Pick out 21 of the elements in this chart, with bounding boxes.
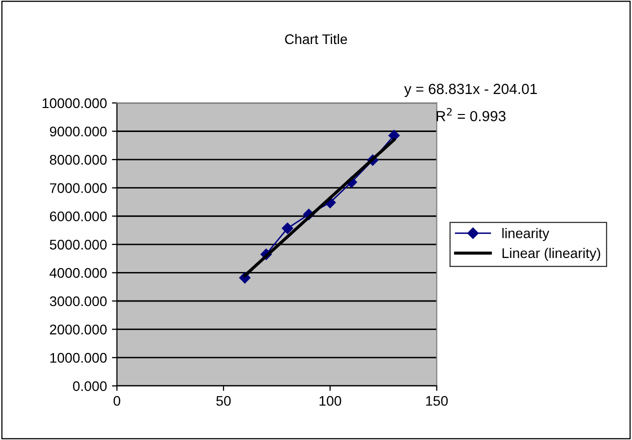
point — [282, 222, 294, 234]
y-tick-label: 3000.000 — [50, 296, 107, 306]
y-tick-label: 8000.000 — [50, 154, 107, 165]
x-tick-label: 150 — [426, 396, 448, 406]
x-tick-label: 0 — [114, 396, 120, 406]
x-tick-label: 100 — [320, 396, 342, 406]
legend-label: Linear (linearity) — [502, 248, 600, 261]
text: y = 68.831x - 204.01 — [404, 84, 537, 97]
annotation: R$^{2}$ = 0.993 — [436, 108, 506, 122]
y-tick-label: 6000.000 — [50, 211, 107, 222]
y-tick-label: 0.000 — [72, 381, 107, 392]
chart-title: Chart Title — [285, 34, 348, 44]
y-tick-label: 5000.000 — [50, 240, 107, 250]
legend-label: linearity — [502, 228, 550, 241]
y-tick-label: 7000.000 — [50, 183, 107, 194]
x-tick-label: 50 — [216, 396, 231, 406]
y-tick-label: 9000.000 — [50, 126, 107, 136]
y-tick-label: 4000.000 — [50, 268, 107, 278]
y-tick-label: 10000.000 — [42, 98, 107, 108]
y-tick-label: 1000.000 — [50, 352, 107, 363]
y-tick-label: 2000.000 — [50, 324, 107, 334]
